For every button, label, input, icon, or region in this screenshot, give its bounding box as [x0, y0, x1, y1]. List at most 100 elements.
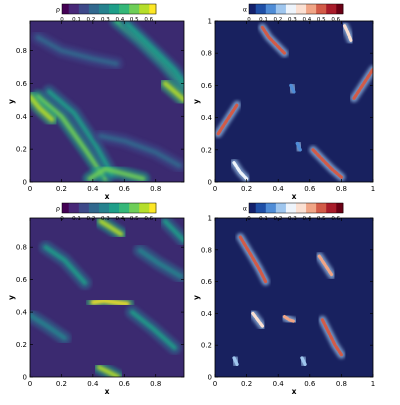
colorbar-label: α [243, 6, 247, 14]
x-tick-label: 0.8 [336, 380, 347, 388]
colorbar-swatch [125, 203, 130, 213]
colorbar-swatch [272, 203, 277, 213]
x-tick-label: 0.6 [119, 380, 131, 388]
colorbar-swatch [275, 4, 280, 14]
colorbar-tick-label: 0.1 [72, 216, 81, 222]
y-tick-label: 0.6 [16, 276, 28, 284]
colorbar-swatch [95, 203, 100, 213]
colorbar-swatch [115, 4, 120, 14]
colorbar-swatch [296, 203, 300, 213]
colorbar-swatch [122, 4, 127, 14]
colorbar-swatch [316, 4, 320, 14]
y-tick-label: 0.8 [201, 246, 212, 254]
plot-area [215, 21, 373, 182]
x-tick-label: 0.6 [304, 380, 316, 388]
colorbar-frame [61, 202, 157, 214]
x-tick-label: 0.4 [273, 380, 285, 388]
colorbar: ρ0 0.1 0.2 0.3 0.4 0.5 0.6 [56, 202, 157, 222]
y-tick-label: 0.4 [201, 114, 213, 122]
colorbar-swatch [269, 203, 273, 213]
fraction-band [216, 103, 239, 136]
y-tick-label: 0.6 [201, 278, 213, 286]
colorbar-swatch [119, 4, 123, 14]
colorbar-swatch [285, 4, 290, 14]
fraction-band [320, 318, 343, 357]
colorbar-swatch [109, 4, 113, 14]
x-tick-label: 0 [28, 380, 32, 388]
colorbar-swatch [88, 203, 93, 213]
colorbar-tick-label: 0.4 [302, 17, 311, 23]
colorbar-swatch [112, 203, 117, 213]
colorbar-swatch [152, 203, 157, 213]
colorbar-swatch [132, 4, 137, 14]
x-tick-label: 0 [213, 185, 217, 193]
colorbar-tick-label: 0.4 [302, 216, 311, 222]
colorbar-swatch [102, 203, 107, 213]
colorbar-swatch [255, 203, 260, 213]
colorbar-swatch [312, 4, 317, 14]
density-band [98, 133, 182, 169]
colorbar-tick-label: 0.1 [259, 17, 268, 23]
fraction-band [311, 148, 343, 179]
colorbar-tick-label: 0.4 [115, 17, 124, 23]
x-tick-label: 0.2 [241, 185, 252, 193]
x-axis-label: x [292, 387, 297, 396]
colorbar-tick-label: 0.2 [274, 17, 283, 23]
colorbar-tick-label: 0 [60, 17, 64, 23]
density-band [35, 34, 119, 67]
colorbar-swatch [279, 4, 283, 14]
x-axis-label: x [105, 192, 110, 201]
colorbar-swatch [279, 203, 283, 213]
colorbar-label: α [243, 205, 247, 213]
density-band [162, 218, 184, 244]
colorbar-swatch [122, 203, 127, 213]
y-axis-label: y [192, 99, 201, 104]
colorbar-tick-label: 0.2 [87, 216, 96, 222]
fraction-band [232, 161, 249, 181]
fraction-band [282, 315, 296, 323]
colorbar-swatch [145, 4, 150, 14]
colorbar-swatch [109, 203, 113, 213]
colorbar-tick-label: 0 [247, 17, 251, 23]
fraction-band [251, 311, 264, 328]
colorbar-swatch [68, 4, 73, 14]
colorbar-swatch [119, 203, 123, 213]
colorbar-swatch [319, 203, 324, 213]
x-tick-label: 0.4 [273, 185, 285, 193]
colorbar-swatch [145, 203, 150, 213]
colorbar-swatch [302, 4, 307, 14]
colorbar-swatch [329, 4, 334, 14]
x-axis-label: x [292, 192, 297, 201]
colorbar-swatch [282, 203, 287, 213]
y-tick-label: 0.2 [16, 146, 27, 154]
colorbar-swatch [129, 4, 133, 14]
colorbar-swatch [139, 4, 143, 14]
x-tick-label: 0.4 [87, 380, 99, 388]
y-tick-label: 0.8 [201, 50, 212, 58]
colorbar-swatch [75, 203, 80, 213]
colorbar-swatch [149, 203, 154, 213]
colorbar-swatch [265, 203, 270, 213]
colorbar-swatch [259, 203, 263, 213]
colorbar-swatch [312, 203, 317, 213]
y-tick-label: 1 [208, 18, 212, 26]
y-axis-label: y [7, 99, 16, 104]
colorbar-swatch [332, 4, 337, 14]
colorbar: α0 0.1 0.2 0.3 0.4 0.5 0.6 [243, 202, 344, 222]
colorbar-swatch [302, 203, 307, 213]
colorbar-tick-label: 0.1 [72, 17, 81, 23]
density-band [46, 89, 115, 177]
colorbar-frame [61, 3, 157, 15]
colorbar-swatch [309, 203, 314, 213]
y-tick-label: 0 [208, 179, 212, 187]
colorbar-swatch [68, 203, 73, 213]
x-tick-label: 0.2 [56, 380, 67, 388]
y-tick-label: 0.4 [16, 113, 28, 121]
plot-frame [29, 217, 185, 378]
y-tick-label: 0 [23, 179, 27, 187]
x-tick-label: 0.2 [241, 380, 252, 388]
y-tick-label: 1 [208, 215, 212, 223]
colorbar-tick-label: 0.1 [259, 216, 268, 222]
